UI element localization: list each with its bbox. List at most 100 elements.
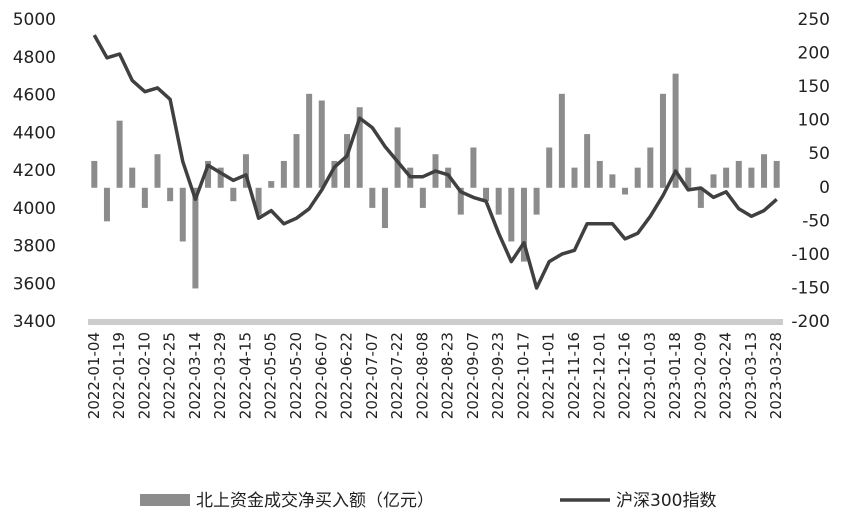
bar: [748, 167, 755, 188]
bar: [179, 187, 186, 242]
y2-tick-label: -150: [791, 278, 830, 298]
x-tick-label: 2022-09-07: [464, 332, 482, 419]
bar: [470, 147, 477, 188]
bar: [419, 187, 426, 208]
y2-tick-label: 100: [798, 111, 830, 131]
bar: [622, 187, 629, 195]
bar: [584, 134, 591, 188]
bar: [546, 147, 553, 188]
y2-tick-label: -50: [802, 211, 830, 231]
x-tick-label: 2022-06-07: [312, 332, 330, 419]
bar: [773, 160, 780, 188]
bar: [508, 187, 515, 242]
bar: [129, 167, 136, 188]
bar: [116, 120, 123, 188]
bar: [103, 187, 110, 222]
x-tick-label: 2023-03-13: [742, 332, 760, 419]
bar: [268, 181, 275, 188]
bar: [394, 127, 401, 188]
bar: [634, 167, 641, 188]
bar: [141, 187, 148, 208]
bar: [533, 187, 540, 215]
bar: [483, 187, 490, 202]
bar: [710, 174, 717, 188]
x-tick-label: 2022-03-14: [186, 332, 204, 419]
bar: [344, 134, 351, 188]
bar: [242, 154, 249, 188]
bar: [558, 93, 565, 188]
y2-tick-label: -200: [791, 312, 830, 332]
x-tick-label: 2023-03-28: [767, 332, 785, 419]
x-tick-label: 2022-02-25: [161, 332, 179, 419]
x-tick-label: 2022-12-16: [616, 332, 634, 419]
x-tick-label: 2022-06-22: [338, 332, 356, 419]
x-tick-label: 2022-12-01: [590, 332, 608, 419]
y-tick-label: 3800: [13, 237, 56, 257]
bar: [520, 187, 527, 262]
bar: [91, 160, 98, 188]
x-tick-label: 2022-09-23: [489, 332, 507, 419]
bar: [761, 154, 768, 188]
x-tick-label: 2022-08-23: [439, 332, 457, 419]
bar: [154, 154, 161, 188]
x-tick-label: 2022-08-08: [413, 332, 431, 419]
bar: [571, 167, 578, 188]
y-tick-label: 4000: [13, 199, 56, 219]
bar: [659, 93, 666, 188]
bar: [318, 100, 325, 188]
bar: [167, 187, 174, 202]
x-tick-label: 2022-10-17: [514, 332, 532, 419]
line: [92, 34, 778, 290]
bar: [293, 134, 300, 188]
x-tick-label: 2022-07-07: [363, 332, 381, 419]
bar: [495, 187, 502, 215]
x-tick-label: 2023-01-18: [666, 332, 684, 419]
y2-tick-label: 200: [798, 44, 830, 64]
legend-swatch: [140, 494, 190, 506]
y-tick-label: 3600: [13, 274, 56, 294]
x-tick-label: 2022-07-22: [388, 332, 406, 419]
bar: [457, 187, 464, 215]
bar: [609, 174, 616, 188]
x-tick-label: 2022-05-20: [287, 332, 305, 419]
bar: [381, 187, 388, 229]
x-tick-label: 2022-11-16: [565, 332, 583, 419]
bar: [280, 160, 287, 188]
x-tick-label: 2022-01-04: [85, 332, 103, 419]
bar: [255, 187, 262, 215]
legend-label: 沪深300指数: [616, 491, 716, 511]
bar: [306, 93, 313, 188]
bar: [369, 187, 376, 208]
y2-tick-label: 150: [798, 77, 830, 97]
bar: [685, 167, 692, 188]
x-tick-label: 2022-01-19: [110, 332, 128, 419]
x-tick-label: 2022-05-05: [262, 332, 280, 419]
bar: [596, 160, 603, 188]
y-tick-label: 4800: [13, 48, 56, 68]
x-tick-label: 2022-03-29: [211, 332, 229, 419]
bar: [230, 187, 237, 202]
x-tick-label: 2023-01-03: [641, 332, 659, 419]
y2-tick-label: 50: [808, 144, 830, 164]
bar: [356, 107, 363, 188]
y2-tick-label: 0: [819, 178, 830, 198]
x-tick-label: 2022-11-01: [540, 332, 558, 419]
y-tick-label: 3400: [13, 312, 56, 332]
y2-tick-label: 250: [798, 10, 830, 30]
y-tick-label: 4200: [13, 161, 56, 181]
bar: [217, 167, 224, 188]
y-tick-label: 4400: [13, 123, 56, 143]
y2-tick-label: -100: [791, 245, 830, 265]
y-tick-label: 4600: [13, 86, 56, 106]
x-tick-label: 2022-04-15: [236, 332, 254, 419]
bar: [192, 187, 199, 289]
legend-label: 北上资金成交净买入额（亿元）: [196, 491, 434, 511]
bar: [331, 160, 338, 188]
bar: [672, 73, 679, 188]
y-tick-label: 5000: [13, 10, 56, 30]
bar: [735, 160, 742, 188]
bar: [697, 187, 704, 208]
bar: [205, 160, 212, 188]
